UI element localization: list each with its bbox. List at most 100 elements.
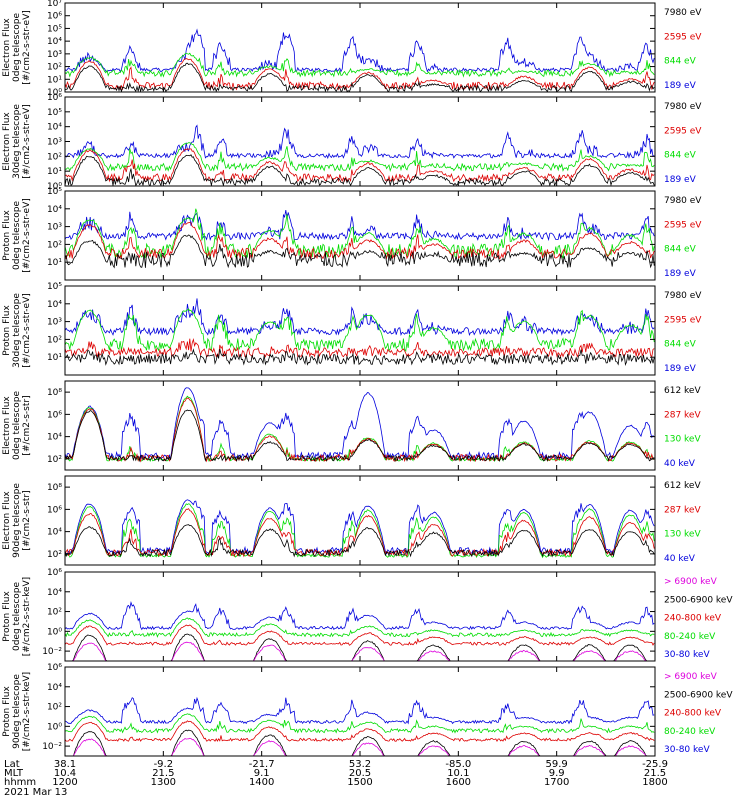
- legend-entry: 2595 eV: [664, 32, 702, 42]
- series-trace-4: [65, 387, 655, 461]
- y-label-line: Proton Flux: [2, 210, 12, 261]
- legend-entry: 612 keV: [664, 386, 701, 396]
- y-tick-label: 10⁸: [47, 483, 62, 493]
- panel-plot-area: [65, 28, 655, 92]
- panel-plot-area: [65, 124, 655, 186]
- series-trace-1: [65, 234, 655, 269]
- footer-value: 1600: [446, 777, 471, 788]
- y-label-line: Electron Flux: [2, 18, 12, 77]
- y-label-line: MEPED: [0, 601, 2, 633]
- y-label-line: 0deg telescope: [12, 391, 22, 461]
- y-tick-label: 10²: [47, 455, 62, 465]
- footer-value: -85.0: [445, 759, 471, 770]
- y-label-line: 0deg telescope: [12, 201, 22, 271]
- legend-entry: 80-240 keV: [664, 727, 716, 737]
- y-tick-label: 10⁶: [47, 93, 62, 103]
- y-label-line: [#/cm2-s-str-keV]: [22, 577, 32, 656]
- footer-value: 1400: [249, 777, 274, 788]
- panel-y-label: TEDProton Flux30deg telescope[#/cm2-s-st…: [0, 293, 32, 368]
- panel-y-label: MEPEDElectron Flux90deg telescope[#/cm2-…: [0, 483, 32, 558]
- series-trace-3: [65, 208, 655, 260]
- y-tick-label: 10¹: [47, 75, 62, 85]
- y-label-line: Electron Flux: [2, 491, 12, 550]
- legend-entry: 189 eV: [664, 81, 697, 91]
- y-tick-label: 10⁶: [47, 505, 62, 515]
- y-tick-label: 10⁴: [47, 433, 62, 443]
- y-label-line: Proton Flux: [2, 305, 12, 356]
- series-trace-3: [65, 624, 655, 646]
- y-tick-label: 10²: [47, 63, 62, 73]
- legend-entry: 130 keV: [664, 435, 701, 445]
- y-tick-label: 10⁰: [47, 88, 62, 98]
- series-trace-3: [65, 720, 655, 743]
- footer-value: 9.9: [549, 768, 565, 779]
- legend-entry: 30-80 keV: [664, 650, 710, 660]
- panel-y-label: MEPEDElectron Flux0deg telescope[#/cm2-s…: [0, 391, 32, 461]
- legend-entry: 844 eV: [664, 57, 697, 67]
- footer-date: 2021 Mar 13: [4, 787, 67, 798]
- y-tick-label: 10³: [47, 318, 62, 328]
- y-tick-label: 10²: [47, 550, 62, 560]
- legend-entry: 7980 eV: [664, 102, 702, 112]
- legend-entry: 240-800 keV: [664, 614, 722, 624]
- panel-plot-area: [65, 499, 655, 559]
- panel-1: 10⁰ 10¹ 10² 10³ 10⁴ 10⁵ 10⁶ 10⁷ TEDElectron Flux…: [0, 0, 702, 98]
- y-label-line: MEPED: [0, 410, 2, 442]
- series-trace-2: [65, 729, 655, 756]
- series-trace-4: [65, 28, 655, 73]
- y-tick-label: 10⁵: [47, 187, 62, 197]
- legend-entry: 189 eV: [664, 364, 697, 374]
- legend-entry: 40 keV: [664, 554, 696, 564]
- y-tick-label: 10¹: [47, 167, 62, 177]
- series-trace-4: [65, 713, 655, 734]
- legend-entry: 2595 eV: [664, 220, 702, 230]
- legend-entry: 240-800 keV: [664, 709, 722, 719]
- series-trace-2: [65, 397, 655, 463]
- legend-entry: 2500-6900 keV: [664, 595, 733, 605]
- footer-value: 1300: [151, 777, 176, 788]
- footer-value: 10.1: [447, 768, 469, 779]
- y-tick-label: 10⁴: [47, 205, 62, 215]
- y-tick-label: 10⁴: [47, 528, 62, 538]
- legend-entry: 287 keV: [664, 505, 701, 515]
- series-trace-4: [65, 124, 655, 160]
- footer-value: -25.9: [642, 759, 668, 770]
- y-tick-label: 10⁰: [47, 627, 62, 637]
- series-trace-2: [65, 221, 655, 261]
- footer-row-label: Lat: [4, 759, 20, 770]
- panel-plot-area: [65, 387, 655, 463]
- y-label-line: 0deg telescope: [12, 582, 22, 652]
- panel-3: 10¹ 10² 10³ 10⁴ 10⁵ TEDProton Flux0deg telesc…: [0, 187, 702, 281]
- y-tick-label: 10³: [47, 50, 62, 60]
- y-label-line: [#/cm2-s-str-keV]: [22, 672, 32, 751]
- legend-entry: 7980 eV: [664, 8, 702, 18]
- y-label-line: 90deg telescope: [12, 483, 22, 558]
- series-trace-4: [65, 298, 655, 336]
- legend-entry: 2500-6900 keV: [664, 690, 733, 700]
- footer-value: -21.7: [249, 759, 275, 770]
- series-trace-3: [65, 308, 655, 352]
- y-label-line: 90deg telescope: [12, 674, 22, 749]
- series-trace-3: [65, 142, 655, 173]
- y-tick-label: 10²: [47, 608, 62, 618]
- y-tick-label: 10⁶: [47, 663, 62, 673]
- y-tick-label: 10⁰: [47, 182, 62, 192]
- y-label-line: [#/cm2-s-str]: [22, 490, 32, 550]
- panel-plot-area: [65, 600, 655, 661]
- series-trace-4: [65, 210, 655, 242]
- footer-value: -9.2: [154, 759, 174, 770]
- series-trace-3: [65, 52, 655, 78]
- series-trace-4: [65, 617, 655, 638]
- y-label-line: TED: [0, 38, 2, 57]
- y-label-line: TED: [0, 321, 2, 340]
- panel-y-label: MEPEDProton Flux90deg telescope[#/cm2-s-…: [0, 672, 32, 751]
- legend-entry: 2595 eV: [664, 126, 702, 136]
- panel-y-label: TEDElectron Flux0deg telescope[#/cm2-s-s…: [0, 10, 32, 85]
- series-trace-4: [65, 499, 655, 556]
- y-label-line: Proton Flux: [2, 591, 12, 642]
- legend-entry: 7980 eV: [664, 291, 702, 301]
- y-tick-label: 10²: [47, 703, 62, 713]
- y-tick-label: 10¹: [47, 353, 62, 363]
- y-tick-label: 10⁻²: [42, 647, 62, 657]
- footer-row-label: hhmm: [4, 777, 36, 788]
